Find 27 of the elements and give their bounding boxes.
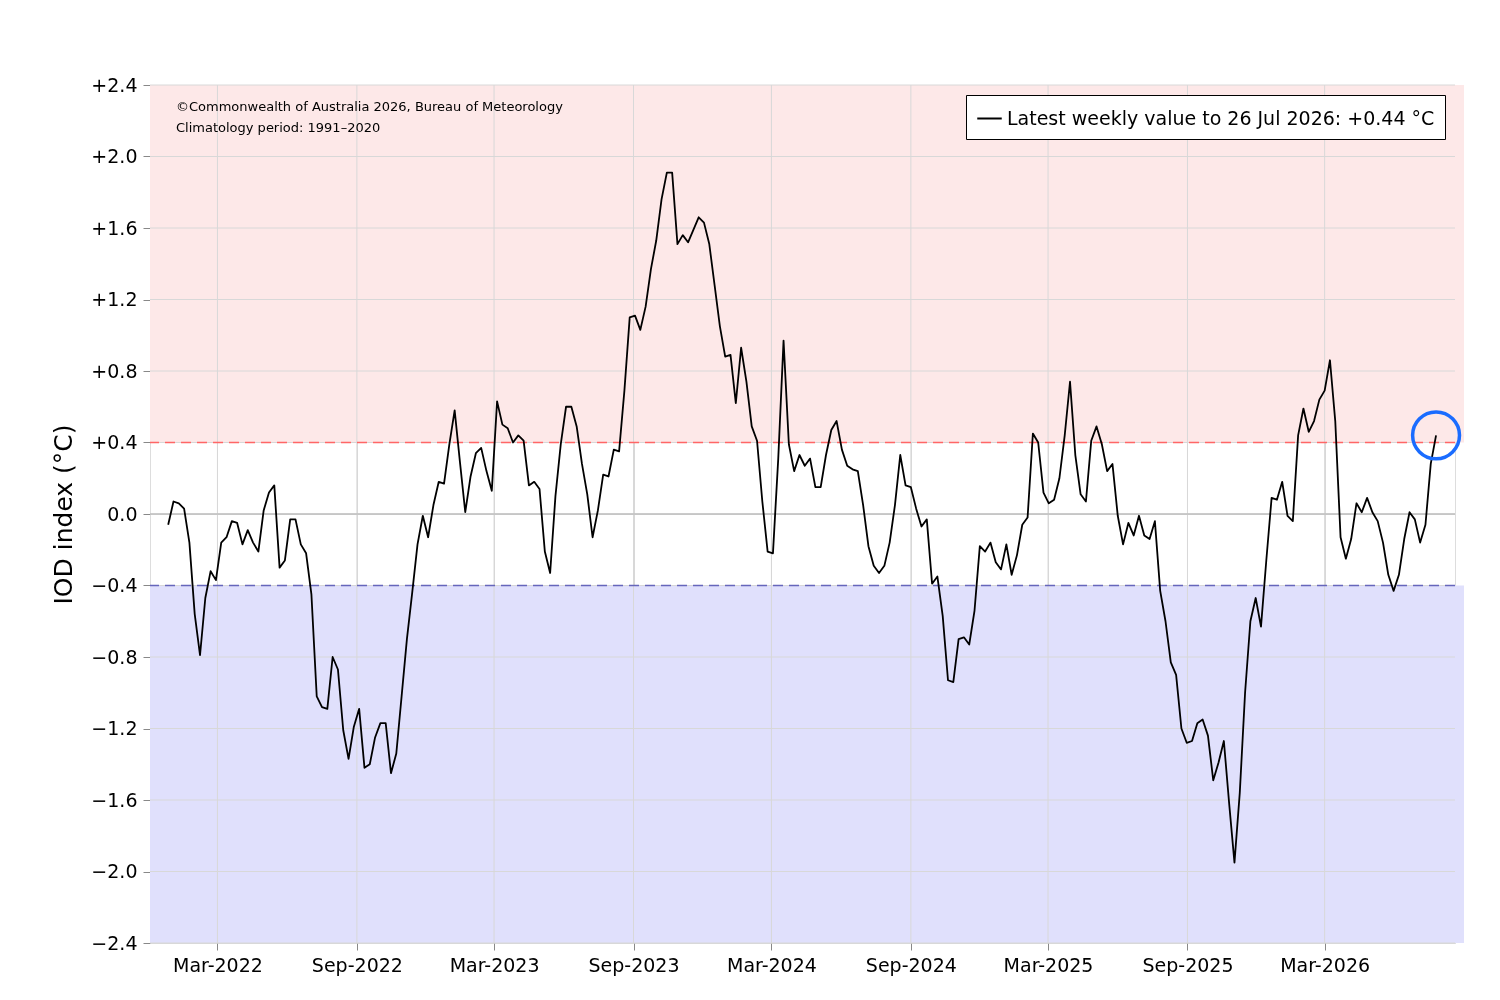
x-tick-label: Sep-2024 [865, 953, 957, 976]
y-tick-label: −2.4 [91, 931, 138, 954]
y-tick-label: +1.6 [91, 216, 138, 239]
y-tick-label: 0.0 [107, 502, 138, 525]
annotation: ©Commonwealth of Australia 2026, Bureau of Meteorology [176, 99, 564, 114]
legend-label: Latest weekly value to 26 Jul 2026: +0.44 °C [1007, 106, 1435, 129]
y-axis-title: IOD index (°C) [49, 424, 79, 605]
annotation: Climatology period: 1991–2020 [176, 120, 381, 135]
x-tick-label: Mar-2024 [727, 953, 817, 976]
y-tick-label: −0.4 [91, 574, 138, 596]
y-tick-label: +1.2 [91, 288, 138, 310]
line-series [167, 171, 1437, 864]
y-tick-label: −1.6 [91, 788, 138, 811]
x-tick-label: Mar-2026 [1280, 953, 1371, 976]
x-tick-label: Sep-2022 [311, 953, 403, 976]
y-tick-label: −1.2 [91, 717, 138, 739]
x-tick-label: Mar-2025 [1003, 953, 1094, 976]
x-tick-label: Mar-2023 [449, 953, 540, 976]
y-tick-label: +2.0 [91, 145, 138, 167]
x-tick-label: Sep-2025 [1142, 953, 1234, 976]
y-tick-label: −0.8 [91, 645, 138, 668]
y-tick-label: +0.8 [91, 359, 138, 382]
y-tick-label: −2.0 [91, 860, 138, 882]
x-tick-label: Mar-2022 [173, 953, 263, 976]
y-tick-label: +2.4 [91, 73, 138, 96]
x-tick-label: Sep-2023 [588, 953, 680, 976]
y-tick-label: +0.4 [91, 431, 138, 453]
